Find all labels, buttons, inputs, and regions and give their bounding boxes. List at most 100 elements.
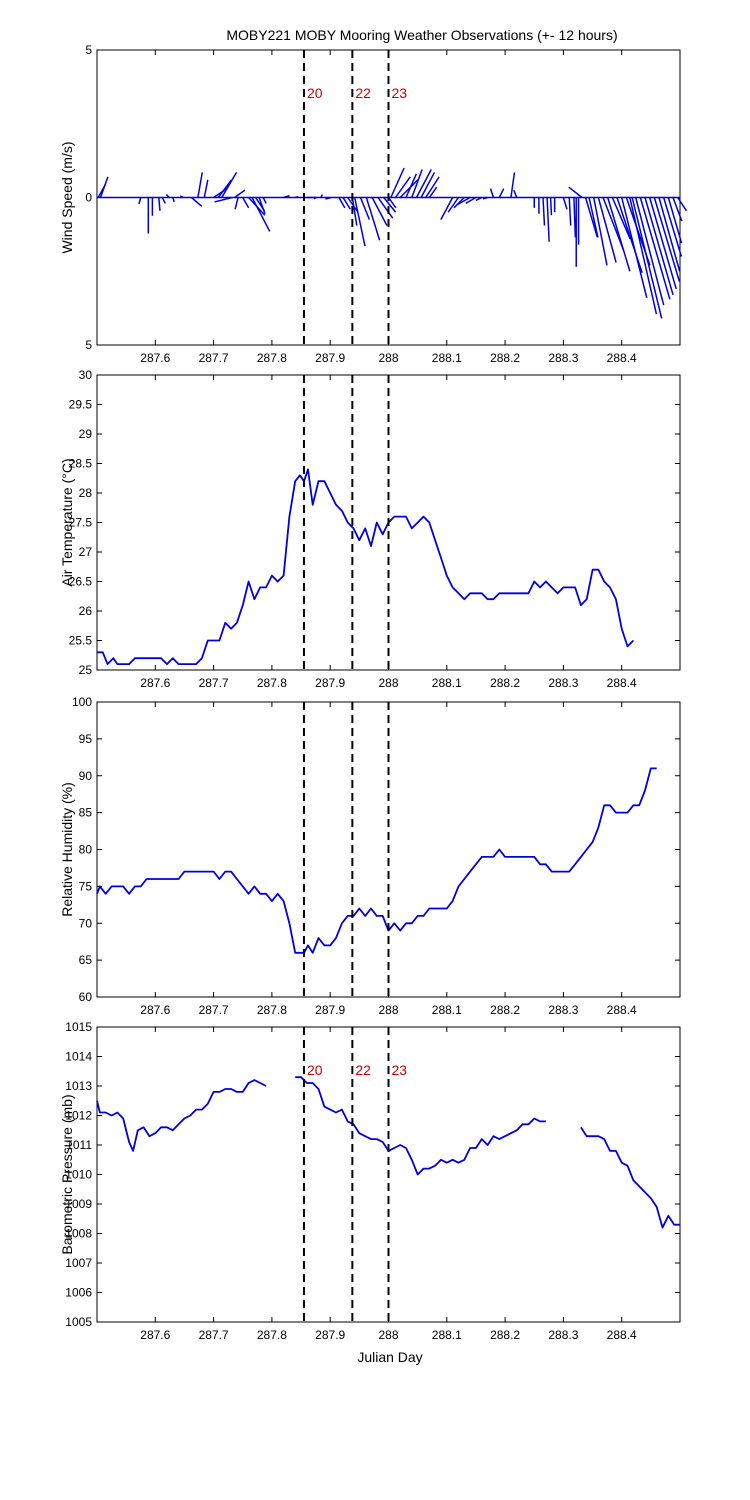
wind-stick [677, 197, 688, 212]
data-series-line [97, 468, 635, 665]
y-tick-label: 1012 [65, 1109, 92, 1123]
y-axis-label: Air Temperature (°C) [59, 458, 75, 586]
wind-stick [453, 196, 465, 209]
x-tick-label: 288.1 [432, 1003, 462, 1017]
wind-stick [653, 197, 681, 282]
y-tick-label: 1015 [65, 1020, 92, 1034]
event-label: 20 [307, 1062, 323, 1078]
data-series-line [295, 1076, 546, 1176]
wind-stick [99, 176, 109, 198]
y-tick-label: 90 [79, 769, 93, 783]
wind-stick [447, 197, 460, 213]
figure-title: MOBY221 MOBY Mooring Weather Observation… [226, 27, 617, 43]
wind-stick [629, 197, 658, 315]
wind-stick [482, 196, 488, 200]
x-tick-label: 287.8 [257, 351, 287, 365]
x-axis-label: Julian Day [357, 1349, 422, 1365]
wind-stick [221, 172, 238, 198]
y-tick-label: 5 [85, 338, 92, 352]
wind-stick [242, 197, 250, 209]
panel-3: 287.6 287.7 287.8 287.9 288 288.1 288.2 288.3 28… [59, 695, 681, 1017]
wind-stick [411, 169, 423, 198]
wind-stick [510, 172, 516, 198]
y-tick-label: 75 [79, 879, 93, 893]
event-label: 23 [392, 85, 408, 101]
wind-stick [234, 189, 246, 199]
y-tick-label: 1013 [65, 1079, 92, 1093]
wind-stick [251, 197, 271, 232]
x-tick-label: 288 [378, 1003, 398, 1017]
wind-stick [320, 194, 324, 198]
wind-stick [161, 197, 166, 204]
y-axis-label: Barometric Pressure (mb) [59, 1094, 75, 1254]
wind-stick [631, 197, 663, 319]
wind-stick [592, 197, 608, 266]
wind-stick [465, 196, 477, 205]
x-tick-label: 288.1 [432, 351, 462, 365]
wind-stick [489, 188, 495, 198]
x-tick-label: 287.9 [315, 676, 345, 690]
y-tick-label: 25 [79, 663, 93, 677]
panel-4: 287.6 287.7 287.8 287.9 288 288.1 288.2 288.3 28… [59, 1020, 681, 1342]
wind-stick [342, 197, 352, 210]
wind-stick [620, 197, 648, 298]
panel-1: 287.6 287.7 287.8 287.9 288 288.1 288.2 288.3 28… [59, 43, 688, 365]
x-tick-label: 287.9 [315, 1003, 345, 1017]
wind-stick [258, 197, 266, 214]
x-tick-label: 287.7 [199, 676, 229, 690]
wind-stick [420, 172, 436, 198]
x-tick-label: 287.8 [257, 676, 287, 690]
y-tick-label: 30 [79, 368, 93, 382]
x-tick-label: 288.2 [490, 1003, 520, 1017]
x-tick-label: 287.7 [199, 1003, 229, 1017]
x-tick-label: 288.3 [548, 1003, 578, 1017]
wind-stick [138, 197, 142, 205]
wind-stick [415, 169, 432, 198]
x-tick-label: 287.9 [315, 351, 345, 365]
wind-stick [498, 188, 505, 198]
wind-stick [351, 197, 358, 226]
wind-stick [425, 176, 440, 198]
x-tick-label: 288 [378, 1328, 398, 1342]
y-tick-label: 1006 [65, 1286, 92, 1300]
wind-stick [440, 197, 454, 220]
x-tick-label: 287.9 [315, 1328, 345, 1342]
event-label: 20 [307, 85, 323, 101]
wind-stick [456, 196, 471, 206]
y-axis-label: Wind Speed (m/s) [59, 141, 75, 253]
x-tick-label: 287.7 [199, 351, 229, 365]
wind-stick [475, 196, 483, 202]
wind-stick [377, 197, 394, 219]
wind-stick [390, 167, 405, 198]
wind-stick [359, 197, 371, 220]
x-tick-label: 288.2 [490, 676, 520, 690]
wind-stick [283, 195, 290, 199]
y-tick-label: 25.5 [69, 634, 93, 648]
x-tick-label: 288 [378, 676, 398, 690]
wind-stick [597, 197, 617, 263]
x-tick-label: 287.7 [199, 1328, 229, 1342]
wind-stick [179, 195, 184, 199]
data-series-line [96, 767, 657, 954]
y-tick-label: 95 [79, 732, 93, 746]
wind-stick [639, 197, 671, 300]
wind-stick [394, 176, 411, 198]
wind-stick [353, 197, 366, 247]
x-tick-label: 288.3 [548, 351, 578, 365]
wind-stick [190, 196, 203, 207]
y-tick-label: 26.5 [69, 575, 93, 589]
y-tick-label: 28 [79, 486, 93, 500]
wind-stick [234, 197, 239, 210]
x-tick-label: 288.1 [432, 1328, 462, 1342]
y-tick-label: 0 [85, 191, 92, 205]
wind-stick [672, 197, 683, 222]
y-tick-label: 85 [79, 806, 93, 820]
wind-stick [662, 197, 683, 257]
panel-2: 287.6 287.7 287.8 287.9 288 288.1 288.2 288.3 28… [59, 368, 681, 690]
wind-stick [644, 197, 674, 296]
panels: 287.6 287.7 287.8 287.9 288 288.1 288.2 288.3 28… [59, 43, 688, 1342]
y-tick-label: 27.5 [69, 516, 93, 530]
wind-stick [217, 179, 233, 198]
x-tick-label: 287.8 [257, 1328, 287, 1342]
y-tick-label: 27 [79, 545, 93, 559]
